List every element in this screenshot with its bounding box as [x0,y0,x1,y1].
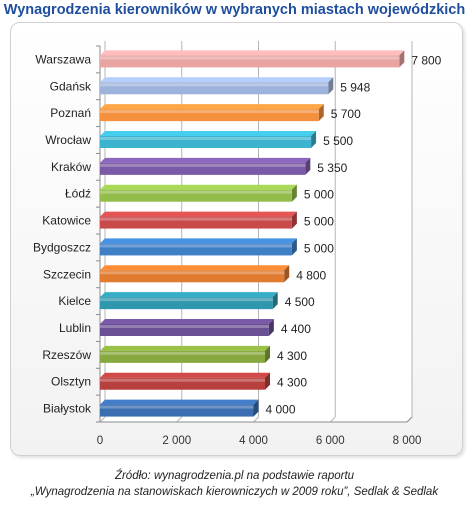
value-label: 5 000 [304,188,334,202]
value-label: 5 000 [304,241,334,255]
bar-highlight [100,271,285,275]
value-label: 4 500 [285,295,315,309]
value-label: 5 000 [304,215,334,229]
bar-end [291,238,297,256]
value-label: 4 300 [277,376,307,390]
bar-end [284,265,290,283]
category-label: Łódź [65,187,91,201]
bar [100,377,266,390]
bar [100,350,266,363]
bar-top [100,77,334,83]
bar-end [265,372,271,390]
bar-highlight [100,190,292,194]
category-label: Szczecin [43,267,91,281]
x-tick-label: 0 [97,435,103,447]
bar-top [100,157,311,163]
bar-end [399,50,405,68]
gridline-depth [176,416,183,423]
category-label: Poznań [50,106,91,120]
value-label: 4 000 [266,403,296,417]
bar-highlight [100,325,269,328]
bar-top [100,399,259,405]
value-label: 5 700 [331,107,361,121]
source-line-2: „Wynagrodzenia na stanowiskach kierownic… [30,486,439,498]
bar-highlight [100,298,273,302]
x-tick-label: 6 000 [316,435,345,447]
value-label: 5 948 [340,80,370,94]
category-label: Katowice [42,214,91,228]
bar-end [318,104,324,122]
bar [100,216,292,229]
bar-top [100,104,324,110]
bar-highlight [100,56,400,60]
bar [100,297,273,310]
category-label: Gdańsk [50,79,92,93]
x-axis-depth-line [406,416,413,423]
bar-end [291,184,297,202]
value-label: 7 800 [411,53,441,67]
value-label: 4 800 [296,268,326,282]
bar-top [100,131,317,136]
bar [100,243,292,256]
x-tick-label: 8 000 [393,435,422,447]
bar-highlight [100,217,292,221]
source-line-1: Źródło: wynagrodzenia.pl na podstawie ra… [114,470,355,482]
bar-highlight [100,244,292,248]
bar-highlight [100,351,266,355]
category-label: Kraków [51,160,91,174]
bar-top [100,265,290,271]
bar-end [328,77,334,95]
plot-area [100,41,412,422]
bar-top [100,50,405,56]
bar-top [100,211,297,217]
bar [100,55,400,68]
bar-highlight [100,378,266,382]
category-label: Warszawa [35,52,91,66]
bar [100,189,292,202]
value-label: 5 500 [323,134,353,148]
bar-top [100,238,297,244]
bar-end [253,399,259,417]
bar-end [268,319,274,336]
bar [100,404,254,417]
bar-end [272,292,278,310]
bar-highlight [100,405,254,409]
category-label: Lublin [59,321,91,335]
category-label: Kielce [58,294,91,308]
bar [100,324,269,336]
category-label: Olsztyn [51,375,91,389]
category-label: Wrocław [45,133,91,147]
x-tick-label: 4 000 [239,435,268,447]
bar-highlight [100,83,329,87]
bar-highlight [100,110,319,114]
bar [100,136,312,148]
bar [100,162,306,175]
category-label: Białystok [43,402,92,416]
bar-top [100,345,271,351]
value-label: 5 350 [317,161,347,175]
bar-top [100,372,271,378]
category-label: Bydgoszcz [33,240,91,254]
bar-end [311,131,317,148]
bar-top [100,292,278,298]
category-label: Rzeszów [42,348,91,362]
value-label: 4 400 [281,322,311,336]
gridline-depth [253,416,259,423]
bar [100,109,319,122]
bar-end [291,211,297,229]
bar-top [100,319,274,324]
bar [100,270,285,283]
chart-title: Wynagrodzenia kierowników w wybranych mi… [3,2,466,18]
bar-end [265,345,271,363]
value-label: 4 300 [277,349,307,363]
bar-highlight [100,163,306,167]
x-tick-label: 2 000 [162,435,191,447]
bar [100,82,329,95]
bar-highlight [100,137,312,140]
bar-top [100,184,297,190]
gridline-depth [99,416,106,423]
gridline-depth [329,416,336,423]
bar-end [305,157,311,175]
